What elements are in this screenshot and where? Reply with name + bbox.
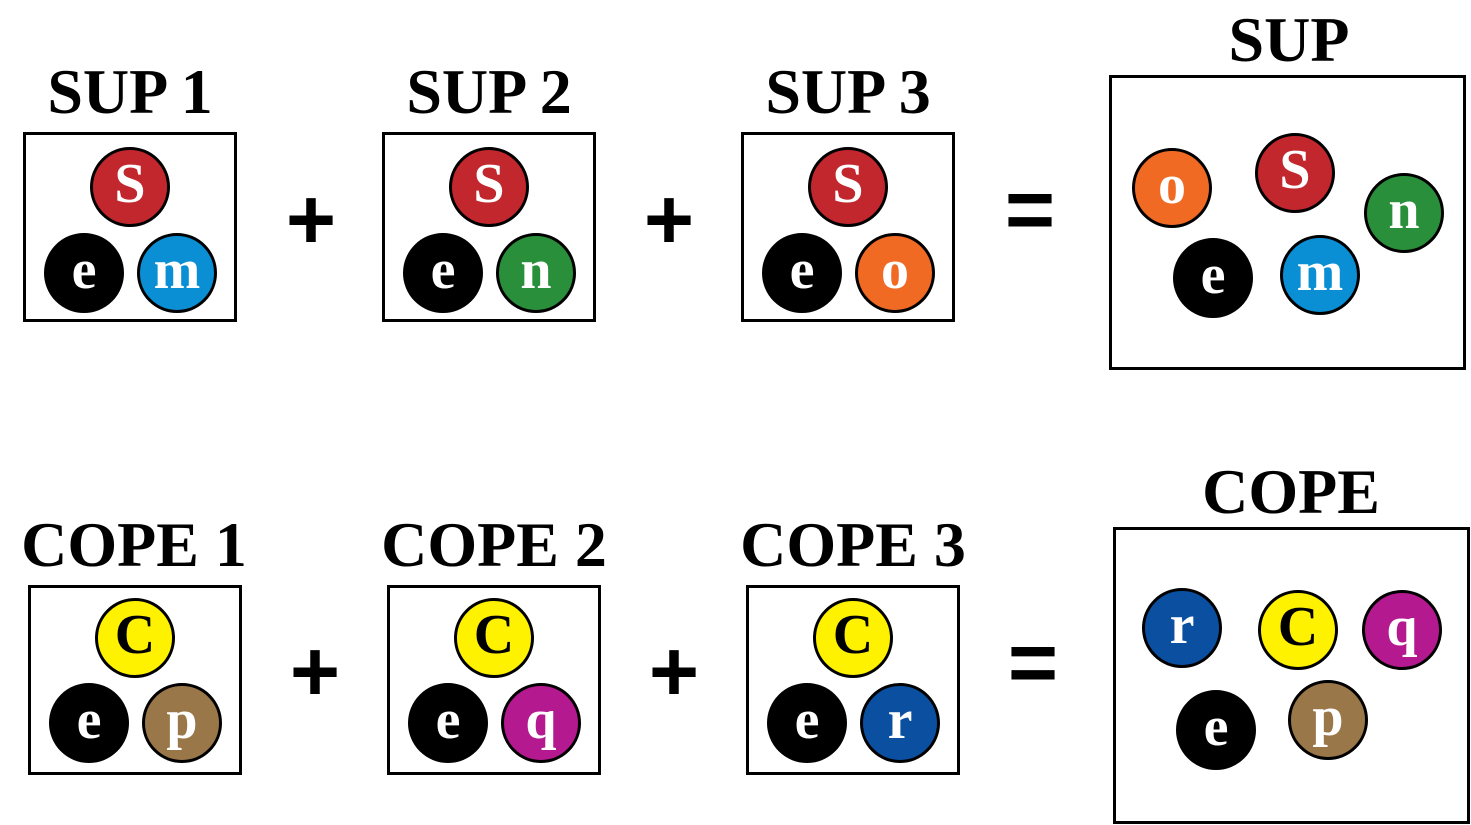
ball-letter: e xyxy=(430,239,456,301)
ball-e: e xyxy=(403,233,483,313)
equals-operator: = xyxy=(1007,615,1059,711)
ball-letter: e xyxy=(1200,244,1226,306)
ball-n: n xyxy=(496,233,576,313)
ball-r: r xyxy=(1142,588,1222,668)
ball-letter: q xyxy=(1386,596,1418,658)
sup-result-box: o S n e m xyxy=(1109,75,1466,370)
ball-m: m xyxy=(137,233,217,313)
ball-letter: p xyxy=(1312,686,1344,748)
cope-1-box: C e p xyxy=(28,585,242,775)
ball-e: e xyxy=(1173,238,1253,318)
ball-letter: e xyxy=(71,239,97,301)
sup-2-title: SUP 2 xyxy=(406,56,572,127)
ball-e: e xyxy=(49,683,129,763)
plus-operator: + xyxy=(648,624,700,720)
sup-1-title: SUP 1 xyxy=(47,56,213,127)
ball-q: q xyxy=(501,683,581,763)
ball-letter: e xyxy=(76,689,102,751)
sup-1-box: S e m xyxy=(23,132,237,322)
equals-operator: = xyxy=(1004,162,1056,258)
ball-p: p xyxy=(1288,680,1368,760)
ball-letter: e xyxy=(435,689,461,751)
ball-letter: e xyxy=(794,689,820,751)
ball-r: r xyxy=(860,683,940,763)
ball-letter: r xyxy=(887,689,913,751)
ball-letter: n xyxy=(1388,179,1420,241)
ball-e: e xyxy=(44,233,124,313)
ball-letter: S xyxy=(1279,139,1311,201)
ball-letter: o xyxy=(1158,154,1186,216)
sup-3-title: SUP 3 xyxy=(765,56,931,127)
plus-operator: + xyxy=(289,624,341,720)
ball-letter: C xyxy=(473,604,515,666)
ball-c: C xyxy=(813,598,893,678)
ball-o: o xyxy=(855,233,935,313)
cope-2-title: COPE 2 xyxy=(381,509,607,580)
ball-letter: S xyxy=(832,153,864,215)
ball-letter: r xyxy=(1169,594,1195,656)
ball-c: C xyxy=(1258,590,1338,670)
ball-letter: q xyxy=(525,689,557,751)
cope-result-title: COPE xyxy=(1202,456,1380,527)
ball-s: S xyxy=(808,147,888,227)
ball-letter: C xyxy=(1277,596,1319,658)
ball-e: e xyxy=(408,683,488,763)
plus-operator: + xyxy=(285,172,337,268)
ball-n: n xyxy=(1364,173,1444,253)
plus-operator: + xyxy=(643,172,695,268)
ball-s: S xyxy=(90,147,170,227)
ball-letter: m xyxy=(1296,241,1344,303)
ball-s: S xyxy=(449,147,529,227)
cope-3-title: COPE 3 xyxy=(740,509,966,580)
ball-c: C xyxy=(454,598,534,678)
ball-p: p xyxy=(142,683,222,763)
sup-3-box: S e o xyxy=(741,132,955,322)
ball-letter: e xyxy=(1203,696,1229,758)
ball-m: m xyxy=(1280,235,1360,315)
ball-e: e xyxy=(762,233,842,313)
ball-letter: S xyxy=(473,153,505,215)
ball-e: e xyxy=(767,683,847,763)
ball-letter: e xyxy=(789,239,815,301)
ball-letter: C xyxy=(832,604,874,666)
ball-q: q xyxy=(1362,590,1442,670)
sup-2-box: S e n xyxy=(382,132,596,322)
ball-letter: p xyxy=(166,689,198,751)
cope-2-box: C e q xyxy=(387,585,601,775)
ball-letter: n xyxy=(520,239,552,301)
ball-e: e xyxy=(1176,690,1256,770)
ball-letter: m xyxy=(153,239,201,301)
ball-letter: C xyxy=(114,604,156,666)
ball-s: S xyxy=(1255,133,1335,213)
ball-letter: S xyxy=(114,153,146,215)
ball-letter: o xyxy=(881,239,909,301)
ball-c: C xyxy=(95,598,175,678)
sup-result-title: SUP xyxy=(1228,4,1350,75)
ball-o: o xyxy=(1132,148,1212,228)
cope-result-box: r C q e p xyxy=(1113,527,1470,824)
cope-1-title: COPE 1 xyxy=(21,509,247,580)
cope-3-box: C e r xyxy=(746,585,960,775)
